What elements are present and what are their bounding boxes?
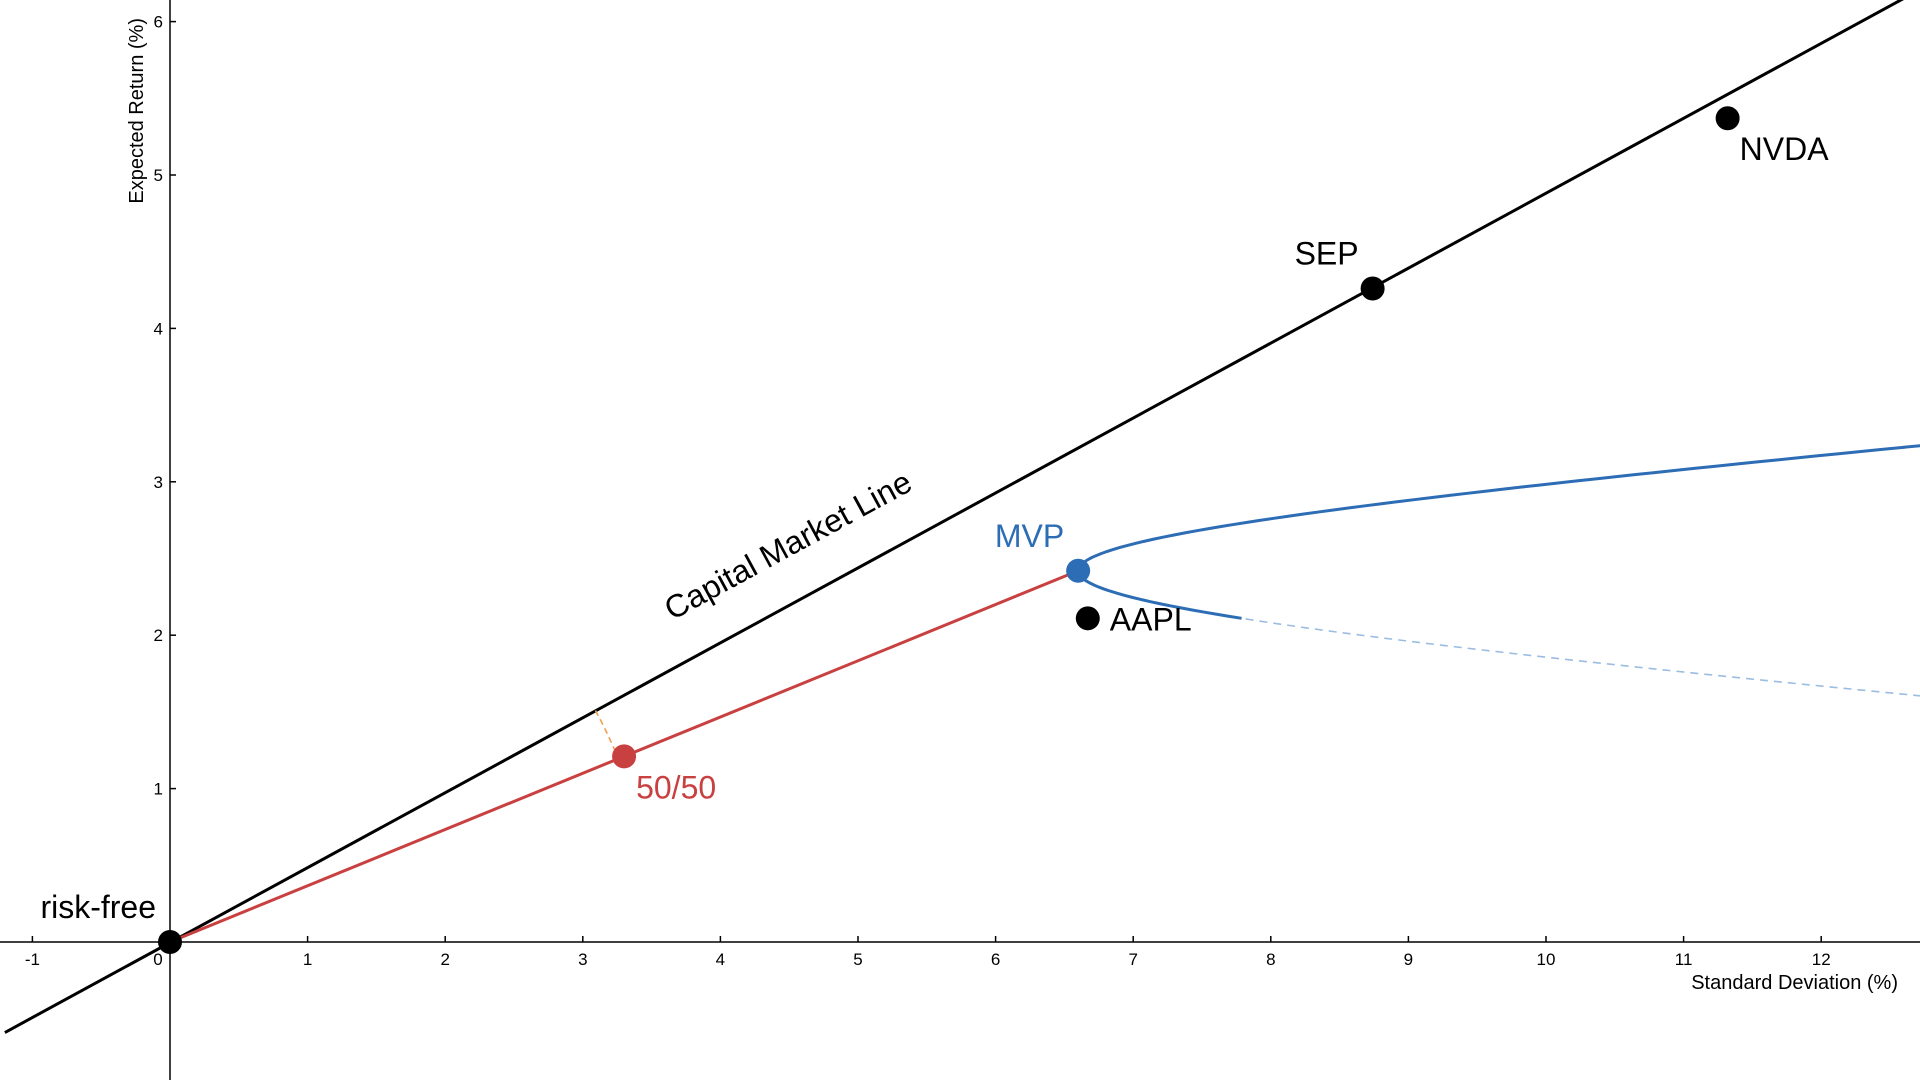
point-marker bbox=[1075, 606, 1100, 631]
point-label: MVP bbox=[995, 518, 1064, 554]
x-tick-label: 0 bbox=[153, 950, 162, 969]
capital-market-line bbox=[4, 0, 1904, 1034]
x-tick-label: 8 bbox=[1266, 950, 1275, 969]
y-tick-label: 6 bbox=[154, 13, 163, 32]
x-tick-label: 10 bbox=[1537, 950, 1556, 969]
point-marker bbox=[612, 744, 637, 769]
x-tick-label: 9 bbox=[1404, 950, 1413, 969]
point-marker bbox=[1715, 106, 1740, 131]
point-label: SEP bbox=[1295, 236, 1359, 272]
x-tick-label: 11 bbox=[1675, 950, 1693, 969]
x-tick-label: 12 bbox=[1812, 950, 1831, 969]
y-tick-label: 4 bbox=[154, 319, 163, 338]
x-axis-title: Standard Deviation (%) bbox=[1691, 972, 1898, 994]
x-tick-label: 6 bbox=[991, 950, 1000, 969]
y-tick-label: 5 bbox=[154, 166, 163, 185]
point-marker bbox=[158, 930, 182, 954]
point-marker bbox=[1360, 276, 1385, 301]
chart-labels: Capital Market Line risk-free 50/50 MVP AAP… bbox=[40, 131, 1829, 925]
point-label: AAPL bbox=[1110, 601, 1192, 637]
chart-lines bbox=[4, 0, 1920, 1034]
point-marker bbox=[1066, 558, 1091, 583]
x-tick-label: 1 bbox=[303, 950, 312, 969]
x-tick-label: 4 bbox=[716, 950, 725, 969]
x-tick-label: 3 bbox=[578, 950, 587, 969]
x-axis-ticks: -1 0 1 2 3 4 5 6 7 8 9 10 11 12 bbox=[25, 936, 1831, 969]
chart-points bbox=[158, 106, 1740, 954]
efficient-frontier-curve bbox=[1076, 444, 1920, 620]
x-tick-label: -1 bbox=[25, 950, 40, 969]
point-label: 50/50 bbox=[636, 769, 716, 805]
y-tick-label: 3 bbox=[154, 473, 163, 492]
y-axis-title: Expected Return (%) bbox=[126, 18, 148, 204]
frontier-dashed-curve bbox=[1077, 444, 1920, 697]
y-axis-ticks: 1 2 3 4 5 6 bbox=[154, 13, 176, 799]
y-tick-label: 2 bbox=[154, 626, 163, 645]
x-tick-label: 7 bbox=[1128, 950, 1137, 969]
x-tick-label: 2 bbox=[440, 950, 449, 969]
capital-market-line-label: Capital Market Line bbox=[658, 463, 917, 626]
point-label: risk-free bbox=[40, 889, 156, 925]
y-tick-label: 1 bbox=[154, 780, 163, 799]
x-tick-label: 5 bbox=[853, 950, 862, 969]
point-label: NVDA bbox=[1740, 131, 1830, 167]
